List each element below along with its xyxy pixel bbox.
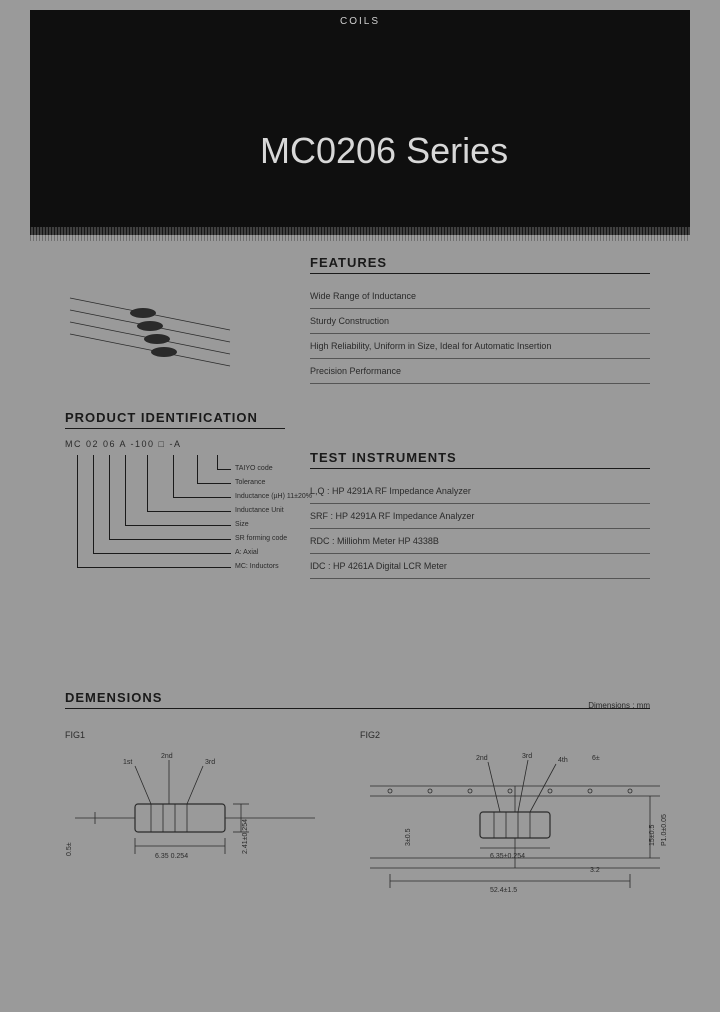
product-id-section: PRODUCT IDENTIFICATION MC 02 06 A -100 □… xyxy=(65,410,285,575)
svg-text:15±0.5: 15±0.5 xyxy=(649,825,656,846)
svg-text:2nd: 2nd xyxy=(476,755,488,762)
feature-item: Precision Performance xyxy=(310,359,650,384)
svg-text:1st: 1st xyxy=(123,759,132,766)
hero-banner: COILS MC0206 Series xyxy=(30,10,690,235)
features-section: FEATURES Wide Range of Inductance Sturdy… xyxy=(310,255,650,384)
test-instrument-item: L,Q : HP 4291A RF Impedance Analyzer xyxy=(310,479,650,504)
svg-text:P1.0±0.05: P1.0±0.05 xyxy=(661,814,668,846)
svg-text:6.35 0.254: 6.35 0.254 xyxy=(155,853,188,860)
fig1-label: FIG1 xyxy=(65,730,325,740)
svg-text:3rd: 3rd xyxy=(522,753,532,760)
test-instrument-item: IDC : HP 4261A Digital LCR Meter xyxy=(310,554,650,579)
component-illustration xyxy=(65,280,235,370)
svg-text:6±: 6± xyxy=(592,755,600,762)
svg-text:4th: 4th xyxy=(558,757,568,764)
hero-category: COILS xyxy=(340,16,380,27)
product-id-heading: PRODUCT IDENTIFICATION xyxy=(65,410,285,429)
features-heading: FEATURES xyxy=(310,255,650,274)
feature-item: High Reliability, Uniform in Size, Ideal… xyxy=(310,334,650,359)
test-instrument-item: RDC : Milliohm Meter HP 4338B xyxy=(310,529,650,554)
feature-item: Wide Range of Inductance xyxy=(310,284,650,309)
svg-text:2.41±0.254: 2.41±0.254 xyxy=(242,819,249,854)
hero-title: MC0206 Series xyxy=(260,130,508,172)
dimensions-section: DEMENSIONS Dimensions : mm xyxy=(65,690,650,716)
svg-text:3.2: 3.2 xyxy=(590,867,600,874)
feature-item: Sturdy Construction xyxy=(310,309,650,334)
dimension-fig2: FIG2 2nd 3rd 4th xyxy=(360,730,660,901)
test-instruments-heading: TEST INSTRUMENTS xyxy=(310,450,650,469)
scan-noise xyxy=(30,227,690,241)
svg-text:6.35±0.254: 6.35±0.254 xyxy=(490,853,525,860)
svg-text:3±0.5: 3±0.5 xyxy=(405,828,412,846)
dimension-fig1: FIG1 1st 2nd 3rd 6.35 0.254 2.4 xyxy=(65,730,325,881)
fig2-label: FIG2 xyxy=(360,730,660,740)
test-instruments-section: TEST INSTRUMENTS L,Q : HP 4291A RF Imped… xyxy=(310,450,650,579)
test-instrument-item: SRF : HP 4291A RF Impedance Analyzer xyxy=(310,504,650,529)
svg-text:0.5±: 0.5± xyxy=(66,842,73,856)
svg-text:2nd: 2nd xyxy=(161,753,173,760)
product-id-code: MC 02 06 A -100 □ -A xyxy=(65,439,285,449)
svg-text:52.4±1.5: 52.4±1.5 xyxy=(490,887,517,894)
product-id-legend: TAIYO code Tolerance Inductance (µH) 11±… xyxy=(69,455,285,575)
svg-text:3rd: 3rd xyxy=(205,759,215,766)
